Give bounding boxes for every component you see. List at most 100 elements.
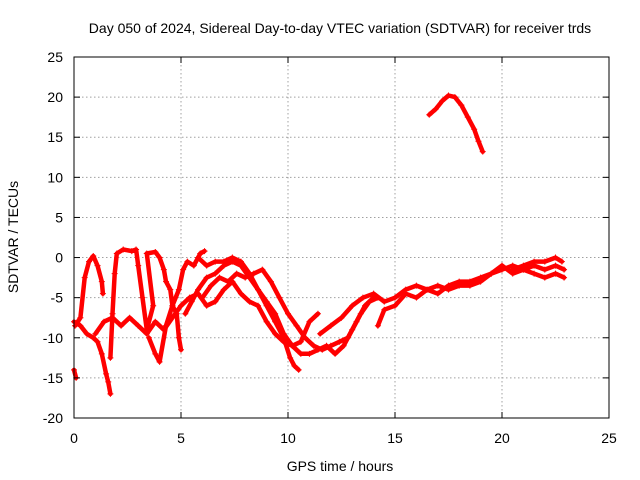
data-point: [220, 258, 227, 265]
data-point: [541, 266, 548, 273]
data-point: [178, 302, 184, 309]
y-tick-labels: -20 -15 -10 -5 0 5 10 15 20 25: [43, 49, 63, 426]
data-point: [353, 318, 360, 325]
data-point: [477, 274, 484, 281]
data-point: [167, 286, 174, 293]
data-point: [139, 294, 146, 301]
data-point: [381, 298, 388, 305]
data-point: [272, 310, 279, 317]
data-point: [120, 246, 127, 253]
data-point: [195, 254, 202, 261]
data-point: [479, 148, 486, 155]
data-point: [180, 266, 187, 273]
chart-title: Day 050 of 2024, Sidereal Day-to-day VTE…: [89, 20, 591, 36]
data-point: [184, 258, 191, 265]
data-point: [451, 94, 458, 101]
data-point: [133, 246, 140, 253]
data-point: [237, 258, 244, 265]
plot-frame: [73, 56, 610, 419]
data-point: [561, 274, 568, 281]
data-point: [160, 266, 167, 273]
data-point: [434, 282, 441, 289]
data-point: [561, 266, 568, 273]
data-point: [175, 334, 182, 341]
data-point: [255, 286, 262, 293]
data-point: [135, 262, 142, 269]
data-point: [92, 330, 99, 337]
data-point: [190, 262, 197, 269]
data-point: [295, 366, 302, 373]
data-point: [314, 310, 321, 317]
series-line: [510, 255, 565, 272]
series-line: [71, 319, 113, 397]
data-point: [263, 298, 270, 305]
data-point: [402, 290, 409, 297]
data-point: [267, 278, 274, 285]
data-point: [152, 318, 159, 325]
data-point: [456, 278, 463, 285]
data-point: [199, 294, 206, 301]
data-point: [349, 302, 356, 309]
data-point: [272, 330, 279, 337]
y-tick-label: 5: [55, 209, 63, 225]
data-point: [327, 342, 334, 349]
data-point: [201, 248, 208, 255]
series-trace-i: [199, 266, 377, 353]
data-point: [445, 282, 452, 289]
data-point: [203, 302, 210, 309]
data-point: [175, 286, 182, 293]
data-point: [207, 282, 214, 289]
y-tick-label: -10: [43, 330, 63, 346]
data-point: [188, 298, 195, 305]
axis-ticks: [73, 56, 610, 419]
y-tick-label: -5: [51, 290, 64, 306]
data-point: [169, 302, 176, 309]
data-point: [197, 250, 204, 257]
data-point: [173, 310, 180, 317]
data-point: [413, 282, 420, 289]
data-point: [94, 262, 101, 269]
data-point: [280, 330, 287, 337]
data-point: [285, 310, 291, 317]
data-point: [143, 250, 150, 257]
data-point: [520, 262, 527, 269]
data-point: [118, 322, 125, 329]
x-tick-labels: 0 5 10 15 20 25: [70, 430, 617, 446]
data-point: [182, 310, 189, 317]
series-line: [108, 247, 184, 361]
data-point: [107, 390, 114, 397]
data-point: [327, 322, 334, 329]
series-trace-l: [509, 254, 565, 273]
data-point: [98, 350, 105, 357]
plot-area: [71, 92, 568, 397]
data-point: [509, 266, 516, 273]
x-tick-label: 20: [494, 430, 510, 446]
data-point: [150, 302, 157, 309]
data-point: [359, 294, 366, 301]
data-point: [287, 354, 294, 361]
data-point: [212, 270, 219, 277]
data-point: [259, 266, 266, 273]
data-point: [374, 322, 381, 329]
data-point: [220, 286, 227, 293]
data-point: [306, 350, 313, 357]
data-point: [242, 274, 249, 281]
data-point: [297, 350, 304, 357]
data-point: [113, 250, 120, 257]
y-tick-label: 10: [47, 169, 63, 185]
data-point: [499, 262, 505, 269]
data-point: [246, 298, 253, 305]
series-trace-c: [71, 318, 114, 397]
data-point: [392, 294, 398, 301]
data-point: [100, 318, 107, 325]
series-trace-e: [107, 246, 184, 361]
data-point: [225, 278, 232, 285]
data-point: [302, 334, 309, 341]
data-point: [90, 252, 97, 259]
data-point: [340, 342, 347, 349]
data-point: [424, 286, 431, 293]
data-point: [338, 314, 345, 321]
series-line: [72, 253, 106, 328]
data-point: [152, 248, 159, 255]
